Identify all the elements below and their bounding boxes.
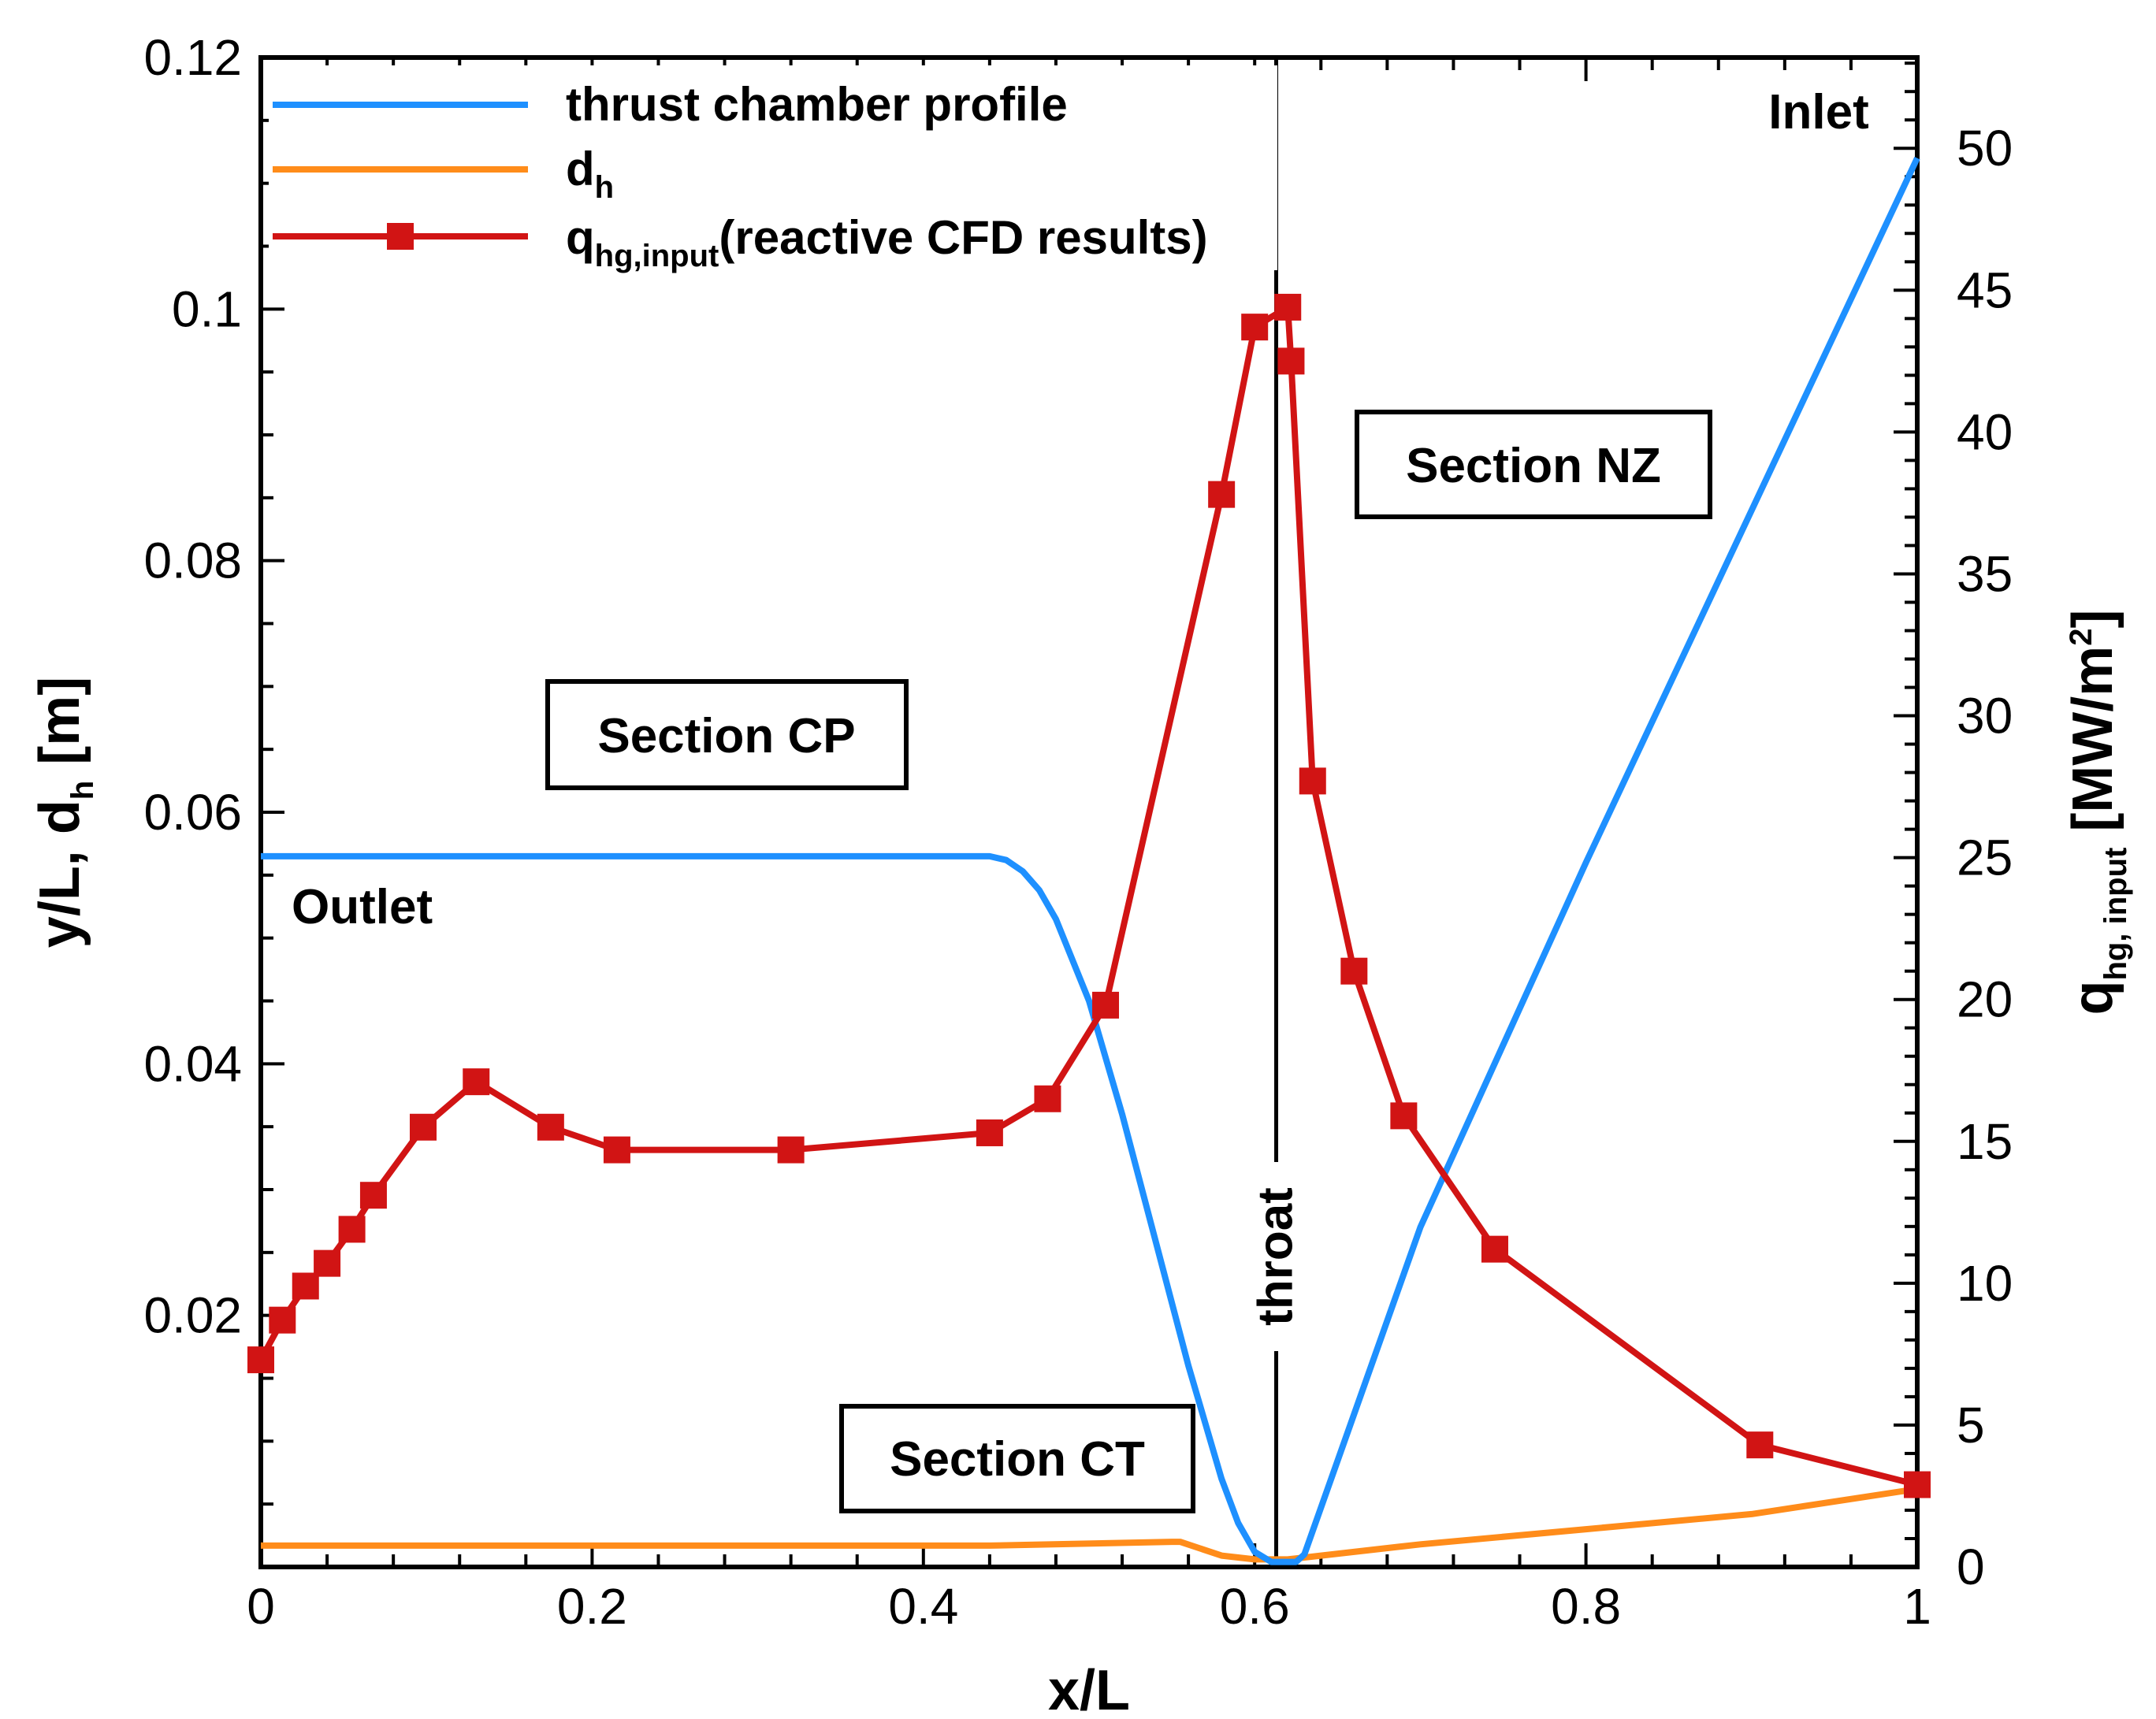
left-y-tick-label: 0.02 xyxy=(143,1287,242,1344)
series-point xyxy=(777,1136,805,1164)
x-tick-label: 0.8 xyxy=(1551,1578,1621,1635)
throat-label: throat xyxy=(1249,1187,1303,1326)
left-y-tick-label: 0.1 xyxy=(172,280,242,337)
plot-frame xyxy=(258,55,1920,1569)
series-line-0 xyxy=(261,156,1920,1565)
right-y-tick-label: 25 xyxy=(1957,830,2013,886)
legend-label-qhg: qhg,input(reactive CFD results) xyxy=(566,211,1208,273)
series-point xyxy=(603,1136,630,1164)
series-point xyxy=(1299,767,1326,795)
series-point xyxy=(1746,1431,1774,1459)
right-y-tick-label: 45 xyxy=(1957,262,2013,318)
series-point xyxy=(292,1272,319,1300)
legend-label-dh: dh xyxy=(566,143,614,205)
series-point xyxy=(1092,991,1120,1019)
x-tick-label: 1 xyxy=(1903,1578,1931,1635)
left-y-tick-label: 0.08 xyxy=(143,533,242,589)
series-point xyxy=(976,1119,1003,1146)
section-nz-box: Section NZ xyxy=(1355,410,1712,519)
series-point xyxy=(1481,1235,1508,1263)
outlet-label: Outlet xyxy=(292,880,433,934)
series-point xyxy=(1390,1102,1418,1130)
series-point xyxy=(1208,481,1236,508)
section-cp-box: Section CP xyxy=(545,679,909,790)
series-layer xyxy=(247,156,1931,1565)
section-ct-box: Section CT xyxy=(839,1404,1195,1513)
x-axis-ticks: 0 0.2 0.4 0.6 0.8 1 xyxy=(247,58,1931,1635)
left-y-tick-label: 0.04 xyxy=(143,1035,242,1092)
series-point xyxy=(1034,1085,1061,1112)
section-nz-label: Section NZ xyxy=(1406,439,1661,493)
right-y-tick-label: 15 xyxy=(1957,1113,2013,1170)
series-point xyxy=(1241,314,1269,341)
right-y-axis-title: qhg, input [MW/m2] xyxy=(2061,610,2133,1015)
throat-marker: throat xyxy=(1249,58,1303,1567)
x-tick-label: 0.2 xyxy=(557,1578,627,1635)
legend-marker-qhg xyxy=(387,223,414,250)
series-point xyxy=(1904,1471,1931,1498)
series-point xyxy=(314,1249,341,1277)
left-y-tick-label: 0.12 xyxy=(143,29,242,86)
legend-label-profile: thrust chamber profile xyxy=(566,78,1068,131)
left-y-axis-title: y/L, dh [m] xyxy=(28,677,100,948)
section-ct-label: Section CT xyxy=(890,1432,1145,1487)
right-y-tick-label: 10 xyxy=(1957,1255,2013,1312)
right-y-tick-label: 50 xyxy=(1957,120,2013,176)
series-point xyxy=(1274,293,1302,321)
legend: thrust chamber profile dh qhg,input(reac… xyxy=(269,65,1277,273)
series-point xyxy=(359,1182,387,1209)
inlet-label: Inlet xyxy=(1768,85,1868,139)
right-y-tick-label: 20 xyxy=(1957,971,2013,1028)
x-tick-label: 0.4 xyxy=(888,1578,958,1635)
right-y-axis-ticks: 0 5 10 15 20 25 30 35 40 45 50 xyxy=(1894,61,2013,1595)
x-tick-label: 0.6 xyxy=(1220,1578,1290,1635)
series-point xyxy=(463,1068,490,1096)
series-point xyxy=(409,1113,437,1141)
x-tick-label: 0 xyxy=(247,1578,275,1635)
x-axis-title: x/L xyxy=(1048,1659,1130,1719)
series-point xyxy=(269,1306,296,1334)
right-y-tick-label: 35 xyxy=(1957,545,2013,602)
series-point xyxy=(1277,347,1305,375)
series-point xyxy=(338,1216,366,1243)
right-y-tick-label: 40 xyxy=(1957,403,2013,460)
section-cp-label: Section CP xyxy=(597,709,855,763)
series-point xyxy=(1340,957,1368,985)
series-point xyxy=(247,1346,274,1374)
right-y-tick-label: 0 xyxy=(1957,1539,1985,1595)
left-y-tick-label: 0.06 xyxy=(143,784,242,841)
series-point xyxy=(537,1113,564,1141)
right-y-tick-label: 5 xyxy=(1957,1397,1985,1454)
right-y-tick-label: 30 xyxy=(1957,688,2013,744)
left-y-axis-ticks: 0.02 0.04 0.06 0.08 0.1 0.12 xyxy=(143,29,284,1569)
